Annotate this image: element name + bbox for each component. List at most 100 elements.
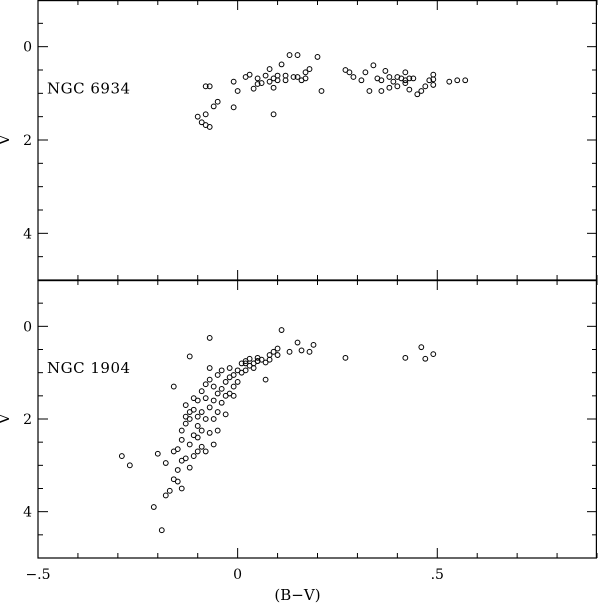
- data-point: [370, 62, 377, 69]
- data-point: [386, 74, 393, 80]
- y-tick-label: 2: [23, 412, 32, 428]
- data-point: [214, 427, 221, 434]
- data-point: [174, 478, 181, 485]
- data-point: [194, 448, 201, 455]
- data-point: [310, 341, 317, 348]
- data-point: [170, 448, 177, 455]
- data-point: [194, 413, 201, 420]
- data-point: [274, 77, 281, 84]
- data-points: [118, 327, 437, 534]
- data-point: [214, 372, 221, 378]
- data-point: [230, 392, 237, 399]
- data-point: [250, 85, 257, 92]
- data-point: [198, 427, 205, 434]
- data-point: [406, 86, 413, 93]
- data-point: [174, 467, 181, 473]
- data-point: [214, 390, 221, 397]
- data-point: [194, 434, 201, 441]
- data-point: [378, 88, 385, 94]
- data-point: [178, 485, 185, 492]
- data-point: [178, 436, 185, 443]
- data-point: [402, 69, 409, 76]
- data-point: [218, 367, 225, 374]
- data-point: [306, 348, 313, 355]
- data-point: [170, 383, 177, 390]
- data-point: [198, 443, 205, 450]
- data-point: [390, 78, 397, 85]
- data-point: [314, 54, 321, 60]
- data-point: [218, 399, 225, 406]
- data-point: [274, 352, 281, 358]
- data-point: [386, 84, 393, 91]
- data-point: [194, 113, 201, 120]
- data-point: [298, 347, 305, 354]
- data-point: [266, 78, 273, 85]
- data-point: [418, 88, 425, 94]
- y-tick-label: 2: [23, 133, 32, 149]
- data-point: [206, 404, 213, 411]
- data-point: [202, 395, 209, 402]
- data-point: [430, 351, 437, 358]
- data-point: [254, 358, 261, 364]
- data-point: [402, 80, 409, 86]
- data-point: [382, 68, 389, 74]
- data-point: [302, 75, 309, 82]
- data-point: [274, 345, 281, 352]
- data-point: [414, 91, 421, 98]
- data-point: [182, 455, 189, 462]
- data-point: [214, 409, 221, 415]
- data-point: [406, 75, 413, 82]
- data-point: [306, 66, 313, 72]
- data-point: [210, 441, 217, 448]
- data-point: [430, 76, 437, 83]
- data-point: [230, 383, 237, 390]
- data-point: [286, 348, 293, 355]
- data-point: [162, 460, 169, 466]
- data-point: [182, 402, 189, 409]
- data-point: [278, 327, 285, 333]
- data-point: [430, 82, 437, 88]
- x-tick-label: .5: [431, 567, 444, 583]
- data-point: [222, 379, 229, 385]
- data-point: [202, 416, 209, 422]
- data-point: [294, 339, 301, 346]
- data-point: [206, 124, 213, 130]
- data-point: [266, 356, 273, 363]
- data-point: [254, 75, 261, 82]
- data-point: [206, 365, 213, 371]
- data-point: [210, 103, 217, 110]
- data-point: [178, 427, 185, 434]
- data-point: [246, 71, 253, 78]
- data-point: [278, 61, 285, 68]
- data-point: [198, 119, 205, 126]
- data-point: [290, 74, 297, 80]
- x-axis-label: (B−V): [274, 586, 320, 604]
- data-point: [294, 52, 301, 58]
- data-point: [234, 88, 241, 94]
- data-point: [246, 355, 253, 362]
- data-point: [350, 74, 357, 80]
- data-point: [206, 376, 213, 383]
- data-point: [230, 372, 237, 378]
- data-point: [234, 379, 241, 385]
- y-tick-label: 0: [23, 319, 32, 335]
- data-point: [210, 383, 217, 390]
- data-point: [206, 430, 213, 436]
- data-point: [194, 397, 201, 404]
- data-point: [262, 359, 269, 366]
- data-point: [202, 381, 209, 388]
- data-point: [118, 453, 125, 459]
- data-point: [242, 367, 249, 374]
- data-point: [282, 77, 289, 84]
- data-point: [214, 98, 221, 105]
- data-point: [242, 360, 249, 367]
- x-tick-label: −.5: [25, 567, 50, 583]
- data-point: [270, 348, 277, 355]
- panel-ngc-6934: 0 2 4 V NGC 6934: [0, 0, 598, 281]
- data-point: [198, 409, 205, 415]
- data-point: [202, 83, 209, 90]
- data-point: [294, 74, 301, 80]
- data-point: [262, 72, 269, 79]
- data-point: [190, 453, 197, 459]
